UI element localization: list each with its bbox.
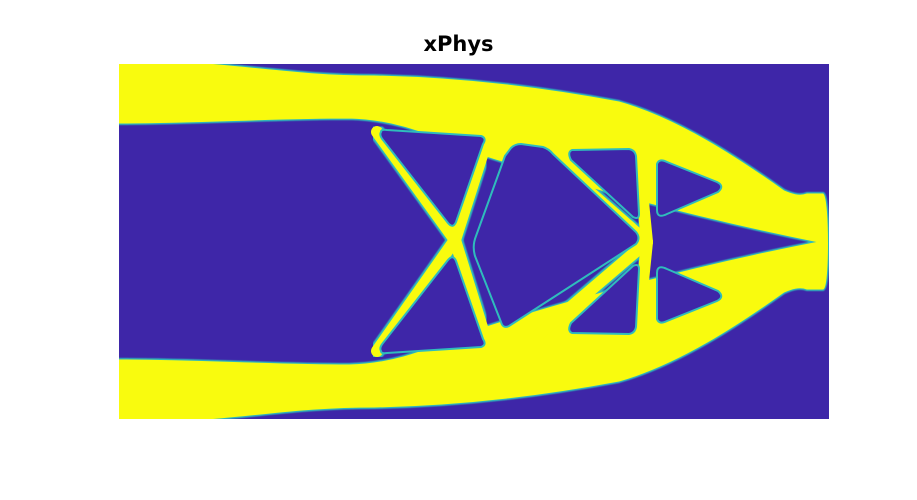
void-island-5 — [568, 264, 640, 335]
truss-member-6 — [531, 236, 653, 342]
void-island-7 — [656, 266, 723, 324]
void-island-2 — [379, 256, 486, 355]
void-island-4 — [568, 148, 640, 219]
truss-member-3 — [449, 140, 491, 246]
chart-title: xPhys — [423, 32, 494, 56]
density-heatmap — [119, 64, 829, 419]
truss-member-8 — [633, 236, 653, 326]
truss-member-7 — [633, 156, 653, 248]
void-island-3 — [472, 143, 640, 328]
material-fill-layer — [119, 64, 828, 419]
truss-member-4 — [449, 234, 491, 343]
solid-material — [119, 64, 829, 419]
void-island-6 — [656, 159, 723, 217]
heatmap-canvas — [119, 64, 829, 419]
void-island-1 — [379, 128, 486, 227]
